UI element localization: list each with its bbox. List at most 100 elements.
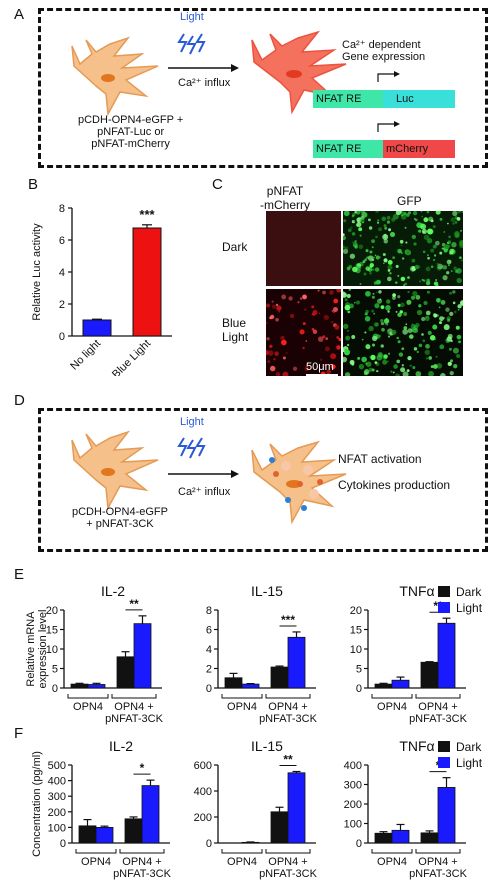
- legend-swatch-light: [438, 757, 450, 768]
- cell-spot: [369, 272, 372, 275]
- cell-spot: [275, 372, 281, 376]
- group-bracket: [119, 849, 165, 854]
- cell-spot: [299, 297, 303, 300]
- cell-spot: [392, 293, 396, 297]
- cell-spot: [434, 240, 440, 246]
- cell-spot: [452, 301, 456, 305]
- cell-spot: [440, 300, 446, 305]
- cell-spot: [399, 239, 404, 244]
- cell-spot: [426, 290, 430, 294]
- cell-spot: [282, 371, 289, 376]
- cell-spot: [445, 307, 450, 312]
- cell-spot: [326, 369, 332, 375]
- cell-spot: [395, 310, 398, 313]
- chart-title: IL-15: [251, 583, 283, 599]
- cell-icon-a: [71, 36, 159, 117]
- cell-spot: [449, 370, 454, 376]
- panel-d-illustration: [71, 430, 347, 525]
- cell-spot: [425, 343, 430, 349]
- cell-spot: [266, 303, 271, 308]
- cell-spot: [349, 303, 354, 309]
- cell-spot: [447, 361, 452, 367]
- cell-spot: [444, 244, 450, 250]
- group-label: pNFAT-3CK: [409, 868, 468, 880]
- cell-spot: [317, 289, 320, 292]
- cell-spot: [433, 281, 439, 286]
- bar-light: [391, 829, 410, 844]
- cell-spot: [460, 229, 462, 232]
- cell-spot: [452, 211, 458, 217]
- y-axis-label: Concentration (pg/ml): [31, 751, 43, 857]
- cell-spot: [411, 323, 414, 326]
- output-cytokines: Cytokines production: [338, 478, 451, 492]
- cell-spot: [336, 345, 341, 350]
- bar-dark: [70, 683, 89, 689]
- cell-spot: [406, 213, 410, 217]
- row-label-dark: Dark: [222, 240, 248, 254]
- cell-spot: [281, 339, 287, 346]
- cell-spot: [305, 340, 308, 342]
- cell-spot: [440, 372, 446, 376]
- cell-spot: [430, 365, 434, 369]
- cell-spot: [359, 282, 362, 285]
- cell-spot: [432, 258, 436, 262]
- bar-light: [241, 683, 260, 689]
- group-label: OPN4 +: [268, 856, 307, 868]
- cell-spot: [432, 324, 437, 329]
- cell-spot: [420, 211, 423, 213]
- cell-spot: [351, 335, 356, 340]
- cell-spot: [402, 257, 405, 260]
- cell-spot: [456, 216, 461, 221]
- cell-spot: [368, 226, 373, 230]
- cell-spot: [330, 353, 337, 360]
- y-tick-label: 0: [206, 683, 212, 695]
- cell-spot: [423, 234, 430, 240]
- cell-spot: [378, 290, 382, 294]
- cell-spot: [270, 314, 275, 320]
- cell-spot: [386, 360, 389, 363]
- cell-spot: [424, 349, 430, 355]
- row-label-blue-light: Blue Light: [222, 316, 249, 344]
- cell-spot: [428, 370, 434, 376]
- bar-dark: [224, 677, 243, 689]
- cell-spot: [452, 222, 455, 225]
- y-tick-label: 6: [206, 625, 212, 637]
- bar-dark: [420, 832, 439, 844]
- y-tick-label: 8: [206, 605, 212, 617]
- cell-spot: [407, 328, 413, 334]
- y-tick-label: 600: [194, 760, 212, 772]
- cell-spot: [322, 335, 326, 339]
- cell-spot: [351, 362, 355, 366]
- cell-spot: [382, 234, 389, 240]
- cell-spot: [415, 294, 421, 300]
- cell-spot: [434, 254, 437, 257]
- cell-spot: [304, 308, 307, 311]
- bar-dark: [374, 683, 393, 689]
- cell-spot: [271, 300, 274, 303]
- cell-spot: [368, 218, 371, 222]
- cell-spot: [365, 249, 369, 253]
- cell-spot: [411, 234, 417, 240]
- cell-spot: [365, 309, 369, 314]
- cell-spot: [266, 321, 268, 324]
- col-label-mcherry: pNFAT -mCherry: [260, 184, 310, 212]
- cell-spot: [312, 329, 318, 334]
- cell-spot: [418, 343, 423, 348]
- cell-spot: [343, 245, 345, 249]
- cell-spot: [457, 308, 460, 311]
- cell-spot: [407, 290, 410, 294]
- cell-spot: [375, 255, 380, 260]
- cell-spot: [447, 222, 449, 225]
- cell-spot: [347, 310, 351, 314]
- cell-spot: [318, 312, 321, 315]
- bar-dark: [78, 825, 97, 844]
- cell-spot: [393, 364, 398, 369]
- cell-spot: [457, 304, 462, 309]
- cell-spot: [448, 235, 451, 239]
- arrow-a: [168, 64, 239, 72]
- panel-letter-b: B: [28, 176, 39, 193]
- cell-spot: [456, 277, 462, 284]
- cell-spot: [405, 241, 408, 244]
- cell-spot: [392, 371, 395, 374]
- light-label-a: Light: [180, 11, 204, 23]
